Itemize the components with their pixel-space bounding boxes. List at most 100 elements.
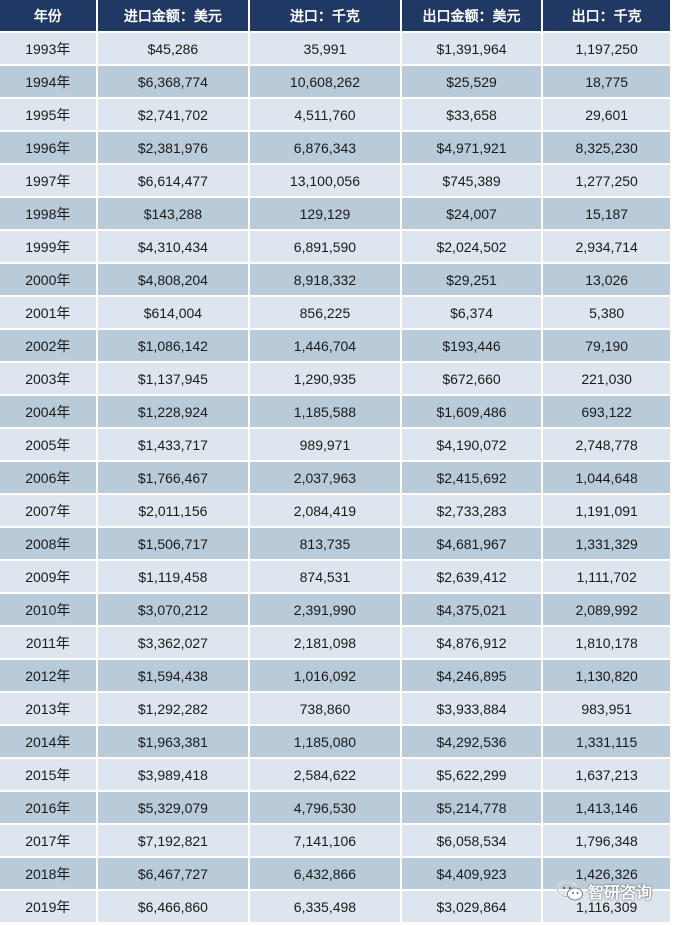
cell-import-weight: 856,225 — [250, 297, 400, 328]
col-header-export-weight: 出口：千克 — [543, 0, 670, 31]
cell-import-weight: 2,037,963 — [250, 462, 400, 493]
table-row: 2013年 $1,292,282 738,860 $3,933,884 983,951 — [0, 693, 670, 724]
cell-year: 1997年 — [0, 165, 96, 196]
cell-export-weight: 693,122 — [543, 396, 670, 427]
cell-import-value: $2,381,976 — [97, 132, 249, 163]
cell-export-value: $4,246,895 — [401, 660, 542, 691]
cell-import-value: $3,362,027 — [97, 627, 249, 658]
table-row: 1998年 $143,288 129,129 $24,007 15,187 — [0, 198, 670, 229]
cell-export-value: $2,639,412 — [401, 561, 542, 592]
cell-year: 2008年 — [0, 528, 96, 559]
cell-year: 1993年 — [0, 33, 96, 64]
col-header-import-value: 进口金额：美元 — [97, 0, 249, 31]
cell-export-weight: 8,325,230 — [543, 132, 670, 163]
cell-export-value: $5,622,299 — [401, 759, 542, 790]
cell-import-weight: 813,735 — [250, 528, 400, 559]
cell-export-weight: 1,044,648 — [543, 462, 670, 493]
cell-export-weight: 13,026 — [543, 264, 670, 295]
cell-export-weight: 18,775 — [543, 66, 670, 97]
cell-export-value: $2,733,283 — [401, 495, 542, 526]
cell-import-weight: 6,876,343 — [250, 132, 400, 163]
table-row: 2010年 $3,070,212 2,391,990 $4,375,021 2,089,… — [0, 594, 670, 625]
table-row: 2003年 $1,137,945 1,290,935 $672,660 221,030 — [0, 363, 670, 394]
cell-import-weight: 2,584,622 — [250, 759, 400, 790]
cell-export-value: $4,876,912 — [401, 627, 542, 658]
cell-import-weight: 7,141,106 — [250, 825, 400, 856]
cell-import-weight: 1,016,092 — [250, 660, 400, 691]
watermark: 智研咨询 — [556, 879, 652, 903]
cell-import-value: $1,506,717 — [97, 528, 249, 559]
cell-export-value: $4,292,536 — [401, 726, 542, 757]
cell-import-value: $45,286 — [97, 33, 249, 64]
cell-year: 2017年 — [0, 825, 96, 856]
table-row: 2002年 $1,086,142 1,446,704 $193,446 79,190 — [0, 330, 670, 361]
cell-year: 2015年 — [0, 759, 96, 790]
cell-import-value: $1,594,438 — [97, 660, 249, 691]
cell-import-weight: 129,129 — [250, 198, 400, 229]
cell-year: 1998年 — [0, 198, 96, 229]
cell-import-weight: 989,971 — [250, 429, 400, 460]
cell-export-weight: 29,601 — [543, 99, 670, 130]
cell-export-weight: 1,277,250 — [543, 165, 670, 196]
cell-export-value: $4,190,072 — [401, 429, 542, 460]
cell-export-weight: 79,190 — [543, 330, 670, 361]
table-row: 1995年 $2,741,702 4,511,760 $33,658 29,601 — [0, 99, 670, 130]
cell-export-weight: 1,637,213 — [543, 759, 670, 790]
table-row: 2017年 $7,192,821 7,141,106 $6,058,534 1,796,… — [0, 825, 670, 856]
cell-year: 1996年 — [0, 132, 96, 163]
cell-export-value: $25,529 — [401, 66, 542, 97]
cell-export-weight: 1,810,178 — [543, 627, 670, 658]
cell-import-value: $6,614,477 — [97, 165, 249, 196]
cell-import-weight: 4,796,530 — [250, 792, 400, 823]
cell-export-weight: 1,796,348 — [543, 825, 670, 856]
watermark-text: 智研咨询 — [587, 883, 652, 902]
cell-import-weight: 35,991 — [250, 33, 400, 64]
cell-export-weight: 1,111,702 — [543, 561, 670, 592]
cell-import-weight: 10,608,262 — [250, 66, 400, 97]
cell-export-weight: 1,331,329 — [543, 528, 670, 559]
cell-import-value: $6,368,774 — [97, 66, 249, 97]
cell-import-value: $5,329,079 — [97, 792, 249, 823]
cell-import-value: $1,137,945 — [97, 363, 249, 394]
cell-import-value: $4,310,434 — [97, 231, 249, 262]
table-row: 2011年 $3,362,027 2,181,098 $4,876,912 1,810,… — [0, 627, 670, 658]
cell-export-value: $2,415,692 — [401, 462, 542, 493]
cell-year: 2007年 — [0, 495, 96, 526]
cell-export-weight: 5,380 — [543, 297, 670, 328]
cell-export-weight: 1,191,091 — [543, 495, 670, 526]
cell-export-weight: 1,130,820 — [543, 660, 670, 691]
cell-import-value: $1,086,142 — [97, 330, 249, 361]
cell-export-value: $5,214,778 — [401, 792, 542, 823]
cell-year: 1994年 — [0, 66, 96, 97]
cell-import-weight: 1,446,704 — [250, 330, 400, 361]
table-row: 1994年 $6,368,774 10,608,262 $25,529 18,775 — [0, 66, 670, 97]
cell-import-weight: 2,181,098 — [250, 627, 400, 658]
table-row: 2015年 $3,989,418 2,584,622 $5,622,299 1,637,… — [0, 759, 670, 790]
cell-import-value: $7,192,821 — [97, 825, 249, 856]
table-row: 2008年 $1,506,717 813,735 $4,681,967 1,331,32… — [0, 528, 670, 559]
cell-year: 2003年 — [0, 363, 96, 394]
cell-export-weight: 15,187 — [543, 198, 670, 229]
table-row: 1996年 $2,381,976 6,876,343 $4,971,921 8,325,… — [0, 132, 670, 163]
cell-export-value: $1,609,486 — [401, 396, 542, 427]
table-row: 2001年 $614,004 856,225 $6,374 5,380 — [0, 297, 670, 328]
wechat-icon — [556, 880, 583, 901]
cell-import-weight: 8,918,332 — [250, 264, 400, 295]
cell-export-value: $1,391,964 — [401, 33, 542, 64]
cell-import-value: $3,989,418 — [97, 759, 249, 790]
table-row: 2009年 $1,119,458 874,531 $2,639,412 1,111,70… — [0, 561, 670, 592]
cell-export-weight: 221,030 — [543, 363, 670, 394]
table-header: 年份 进口金额：美元 进口：千克 出口金额：美元 出口：千克 — [0, 0, 670, 31]
table-row: 1997年 $6,614,477 13,100,056 $745,389 1,277,2… — [0, 165, 670, 196]
table-row: 2018年 $6,467,727 6,432,866 $4,409,923 1,426,… — [0, 858, 670, 889]
cell-export-value: $672,660 — [401, 363, 542, 394]
cell-year: 1999年 — [0, 231, 96, 262]
cell-export-value: $24,007 — [401, 198, 542, 229]
cell-import-value: $1,963,381 — [97, 726, 249, 757]
cell-import-weight: 6,432,866 — [250, 858, 400, 889]
cell-year: 2014年 — [0, 726, 96, 757]
cell-year: 2009年 — [0, 561, 96, 592]
cell-year: 2019年 — [0, 891, 96, 922]
cell-import-weight: 2,391,990 — [250, 594, 400, 625]
